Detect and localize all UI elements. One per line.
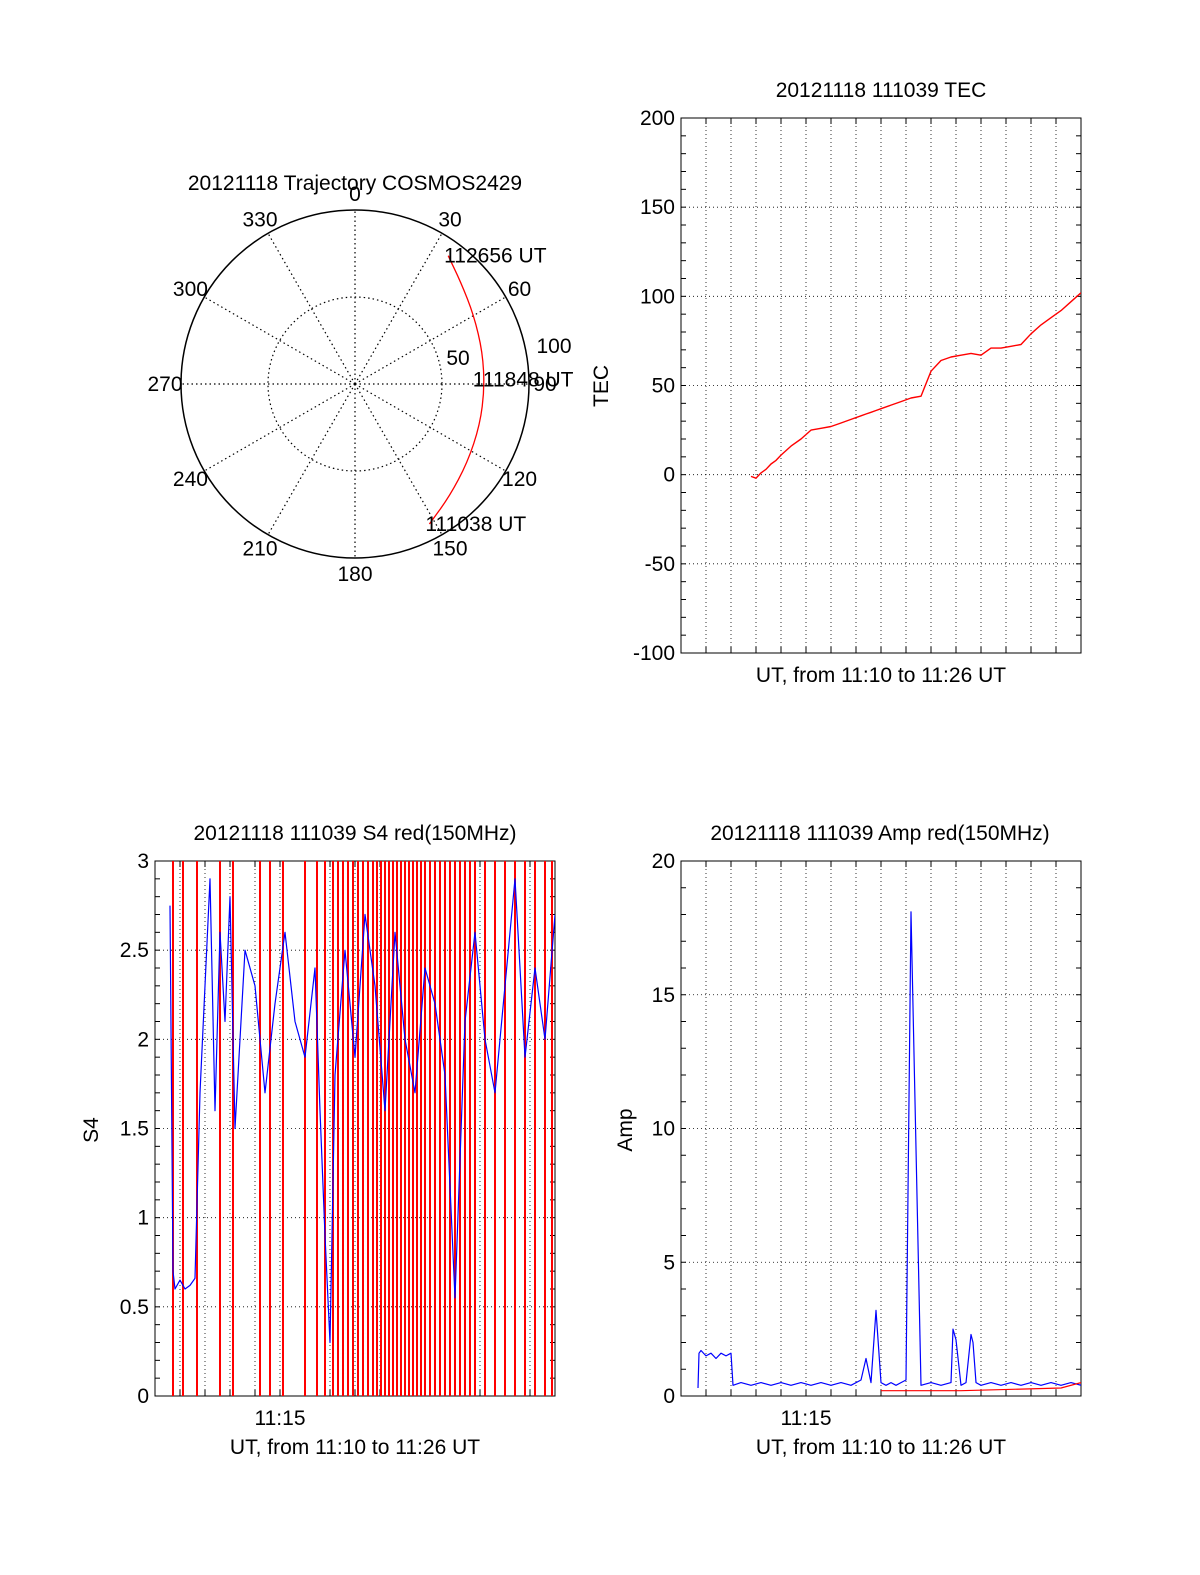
ytick-label: 0	[137, 1385, 149, 1408]
polar-angle-label: 210	[242, 538, 277, 561]
s4-xlabel: UT, from 11:10 to 11:26 UT	[230, 1436, 480, 1459]
ytick-label: -50	[645, 553, 675, 576]
polar-track	[428, 255, 485, 525]
ytick-label: 100	[640, 285, 675, 308]
polar-angle-label: 30	[438, 208, 461, 231]
series-holder	[750, 292, 1081, 479]
polar-spoke	[204, 296, 356, 385]
tec-xlabel: UT, from 11:10 to 11:26 UT	[756, 664, 1006, 687]
ytick-label: 200	[640, 107, 675, 130]
tec-title: 20121118 111039 TEC	[776, 79, 987, 102]
ytick-label: 50	[652, 375, 675, 398]
ytick-label: 0.5	[120, 1296, 149, 1319]
ytick-label: 10	[652, 1118, 675, 1141]
ytick-label: -100	[633, 642, 675, 665]
polar-angle-label: 270	[147, 373, 182, 396]
tec-series	[750, 292, 1081, 479]
amp-title: 20121118 111039 Amp red(150MHz)	[710, 822, 1049, 845]
ytick-label: 1	[137, 1207, 149, 1230]
ytick-label: 2	[137, 1028, 149, 1051]
polar-angle-label: 0	[349, 183, 361, 206]
polar-title: 20121118 Trajectory COSMOS2429	[188, 172, 522, 195]
polar-angle-label: 300	[173, 278, 208, 301]
ytick-label: 3	[137, 850, 149, 873]
polar-track-line	[428, 255, 485, 525]
polar-angle-label: 120	[502, 468, 537, 491]
polar-spoke	[204, 383, 356, 472]
series-holder	[697, 911, 1081, 1392]
amp-panel: 20121118 111039 Amp red(150MHz) 0 5 10 15 20…	[614, 822, 1082, 1459]
ytick-label: 0	[663, 464, 675, 487]
amp-yticks: 0 5 10 15 20	[652, 850, 675, 1408]
tec-grid	[681, 117, 1081, 654]
tec-yticks: -100 -50 0 50 100 150 200	[633, 107, 675, 665]
polar-radial-labels: 50 100	[446, 335, 571, 370]
polar-angle-label: 240	[173, 468, 208, 491]
ytick-label: 2.5	[120, 939, 149, 962]
xtick-label: 11:15	[255, 1407, 306, 1430]
series-holder	[169, 861, 555, 1396]
ytick-label: 1.5	[120, 1118, 149, 1141]
amp-xticks: 11:15	[781, 1407, 832, 1430]
polar-angle-label: 180	[337, 563, 372, 586]
xtick-label: 11:15	[781, 1407, 832, 1430]
polar-angle-labels: 0 30 60 90 120 150 180 210 240 270 300 330	[147, 183, 556, 586]
s4-xticks: 11:15	[255, 1407, 306, 1430]
series-line	[697, 911, 1081, 1389]
polar-angle-label: 60	[508, 278, 531, 301]
s4-panel: 20121118 111039 S4 red(150MHz) 0 0.5 1 1.5 2…	[80, 822, 556, 1459]
series-line	[881, 1382, 1081, 1392]
polar-annotations: 112656 UT 111848 UT 111038 UT	[425, 245, 573, 536]
amp-xlabel: UT, from 11:10 to 11:26 UT	[756, 1436, 1006, 1459]
polar-ring	[267, 296, 443, 472]
series-line	[750, 292, 1081, 479]
s4-series	[169, 861, 555, 1396]
polar-radial-label: 100	[536, 335, 571, 358]
polar-angle-label: 90	[533, 373, 556, 396]
ytick-label: 0	[663, 1385, 675, 1408]
polar-outer-circle	[180, 209, 530, 559]
polar-grid	[181, 210, 529, 558]
polar-time-annotation: 111848 UT	[473, 369, 574, 392]
polar-time-annotation: 111038 UT	[425, 513, 526, 536]
tec-panel: 20121118 111039 TEC -100-50050100150200 …	[590, 79, 1082, 687]
polar-spoke	[267, 383, 356, 535]
ytick-label: 20	[652, 850, 675, 873]
polar-panel: 20121118 Trajectory COSMOS2429 0 30 60 90 12…	[147, 172, 573, 586]
amp-ylabel: Amp	[614, 1108, 637, 1151]
ytick-label: 150	[640, 196, 675, 219]
s4-yticks: 0 0.5 1 1.5 2 2.5 3	[120, 850, 149, 1408]
polar-radial-label: 50	[446, 347, 469, 370]
polar-spoke	[267, 233, 356, 385]
s4-title: 20121118 111039 S4 red(150MHz)	[194, 822, 517, 845]
tec-ylabel: TEC	[590, 365, 613, 407]
polar-angle-label: 330	[242, 208, 277, 231]
ytick-label: 5	[663, 1251, 675, 1274]
s4-ylabel: S4	[80, 1117, 103, 1143]
ytick-label: 15	[652, 984, 675, 1007]
amp-series	[697, 911, 1081, 1392]
series-line	[169, 878, 555, 1344]
polar-time-annotation: 112656 UT	[444, 245, 547, 268]
polar-angle-label: 150	[432, 538, 467, 561]
amp-grid	[681, 860, 1081, 1397]
